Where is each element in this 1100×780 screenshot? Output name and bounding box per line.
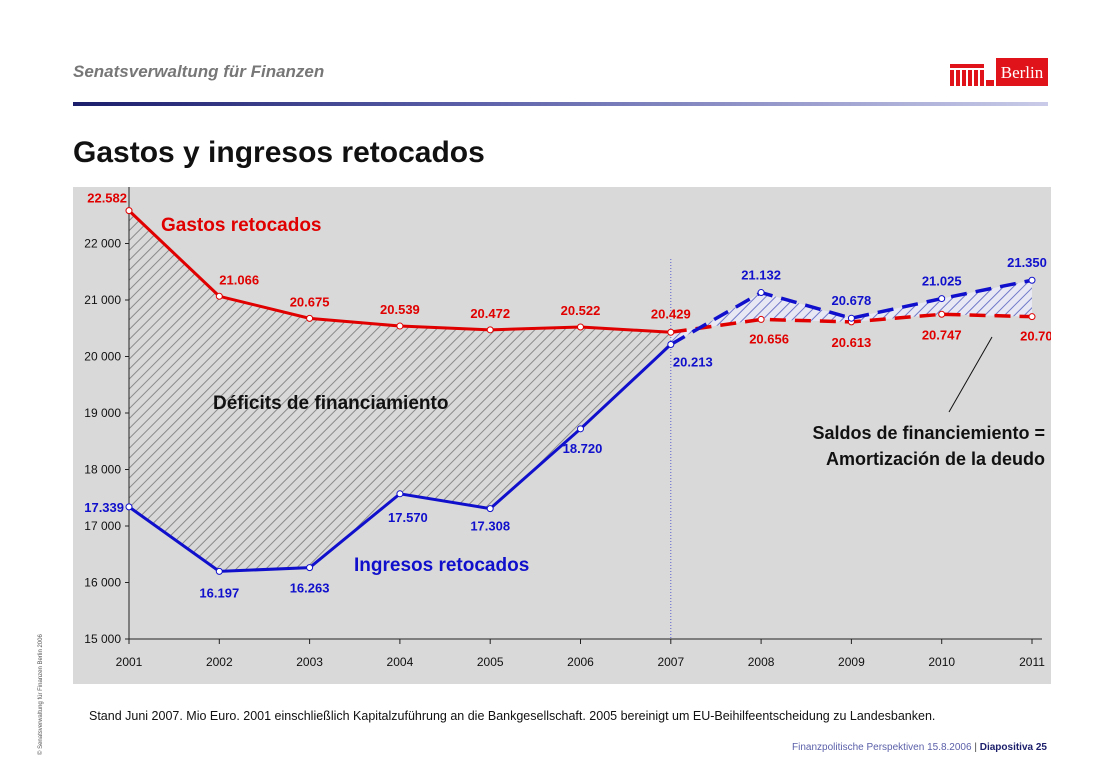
surplus-annotation-line2: Amortización de la deudo xyxy=(826,449,1045,469)
deficit-annotation: Déficits de financiamiento xyxy=(213,393,448,414)
deficit-area xyxy=(129,210,671,572)
revenues-data-label: 20.678 xyxy=(832,293,872,308)
revenues-point xyxy=(757,289,765,297)
page-title: Gastos y ingresos retocados xyxy=(73,136,485,169)
revenues-point xyxy=(306,564,314,572)
revenues-point xyxy=(577,425,584,433)
y-tick-label: 17 000 xyxy=(84,519,121,533)
header-rule xyxy=(73,102,1048,106)
y-tick-label: 20 000 xyxy=(84,350,121,364)
expenses-data-label: 20.613 xyxy=(832,335,872,350)
y-tick-label: 18 000 xyxy=(84,463,121,477)
organization-name: Senatsverwaltung für Finanzen xyxy=(73,62,325,81)
presentation-title: Finanzpolitische Perspektiven 15.8.2006 xyxy=(792,742,972,753)
expenses-data-label: 22.582 xyxy=(87,191,127,206)
revenues-data-label: 17.570 xyxy=(388,510,428,525)
expenses-point xyxy=(306,314,314,322)
surplus-area xyxy=(670,280,1032,345)
slide-footer: Finanzpolitische Perspektiven 15.8.2006 … xyxy=(792,742,1047,753)
surplus-annotation-line1: Saldos de financiemiento = xyxy=(812,423,1045,443)
expenses-point xyxy=(757,315,765,323)
berlin-logo: Berlin xyxy=(950,58,1048,86)
footnote: Stand Juni 2007. Mio Euro. 2001 einschli… xyxy=(89,709,936,723)
expenses-point xyxy=(486,326,494,334)
revenues-point xyxy=(396,490,404,498)
revenues-data-label: 16.263 xyxy=(290,581,330,596)
expenses-point xyxy=(215,292,223,300)
x-tick-label: 2011 xyxy=(1019,655,1045,669)
expenses-data-label: 20.522 xyxy=(561,303,601,318)
y-tick-label: 15 000 xyxy=(84,632,121,646)
revenues-data-label: 21.132 xyxy=(741,268,781,283)
expenses-data-label: 20.539 xyxy=(380,302,420,317)
expenses-data-label: 21.066 xyxy=(219,272,259,287)
chart-svg: 15 000 16 000 17 000 18 000 19 000 20 000 21 0… xyxy=(73,187,1060,684)
surplus-pointer-line xyxy=(948,336,993,413)
x-tick-label: 2002 xyxy=(206,655,233,669)
revenues-data-label: 20.213 xyxy=(673,354,713,369)
x-tick-label: 2006 xyxy=(567,655,594,669)
expenses-data-label: 20.675 xyxy=(290,294,330,309)
expenses-data-label: 20.472 xyxy=(470,306,510,321)
revenues-data-label: 18.720 xyxy=(563,441,603,456)
y-tick-label: 22 000 xyxy=(84,237,121,251)
revenues-data-label: 17.339 xyxy=(84,500,124,515)
expenses-data-label: 20.705 xyxy=(1020,329,1051,344)
revenues-data-label: 21.025 xyxy=(922,274,962,289)
y-tick-label: 16 000 xyxy=(84,576,121,590)
x-tick-label: 2005 xyxy=(477,655,504,669)
expenses-data-label: 20.656 xyxy=(749,331,789,346)
expenses-point xyxy=(577,323,584,331)
revenues-data-label: 21.350 xyxy=(1007,255,1047,270)
expenses-point xyxy=(125,207,133,215)
revenues-point xyxy=(215,567,223,575)
revenues-point xyxy=(667,340,675,348)
revenues-point xyxy=(938,295,946,303)
y-tick-label: 21 000 xyxy=(84,293,121,307)
expenses-point xyxy=(396,322,404,330)
y-tick-label: 19 000 xyxy=(84,406,121,420)
x-tick-label: 2001 xyxy=(116,655,143,669)
x-tick-label: 2009 xyxy=(838,655,865,669)
revenues-point xyxy=(847,314,855,322)
copyright-notice: © Senatsverwaltung für Finanzen Berlin 2… xyxy=(38,634,44,755)
x-tick-label: 2010 xyxy=(928,655,955,669)
expenses-point xyxy=(667,328,675,336)
footer-separator: | xyxy=(974,742,977,753)
revenues-point xyxy=(1028,276,1036,284)
expenses-point xyxy=(1028,313,1036,321)
expenses-point xyxy=(938,310,946,318)
revenues-point xyxy=(486,505,494,513)
chart: 15 000 16 000 17 000 18 000 19 000 20 000 21 0… xyxy=(73,187,1060,684)
revenues-data-label: 17.308 xyxy=(470,519,510,534)
legend-revenues: Ingresos retocados xyxy=(354,555,529,576)
slide-number: Diapositiva 25 xyxy=(979,742,1047,753)
x-tick-label: 2007 xyxy=(657,655,684,669)
x-tick-label: 2004 xyxy=(387,655,414,669)
x-tick-label: 2003 xyxy=(296,655,323,669)
x-tick-label: 2008 xyxy=(748,655,775,669)
revenues-data-label: 16.197 xyxy=(199,585,239,600)
logo-text: Berlin xyxy=(1001,63,1044,82)
expenses-data-label: 20.747 xyxy=(922,327,962,342)
revenues-point xyxy=(125,503,133,511)
expenses-data-label: 20.429 xyxy=(651,306,691,321)
legend-expenses: Gastos retocados xyxy=(161,215,322,236)
